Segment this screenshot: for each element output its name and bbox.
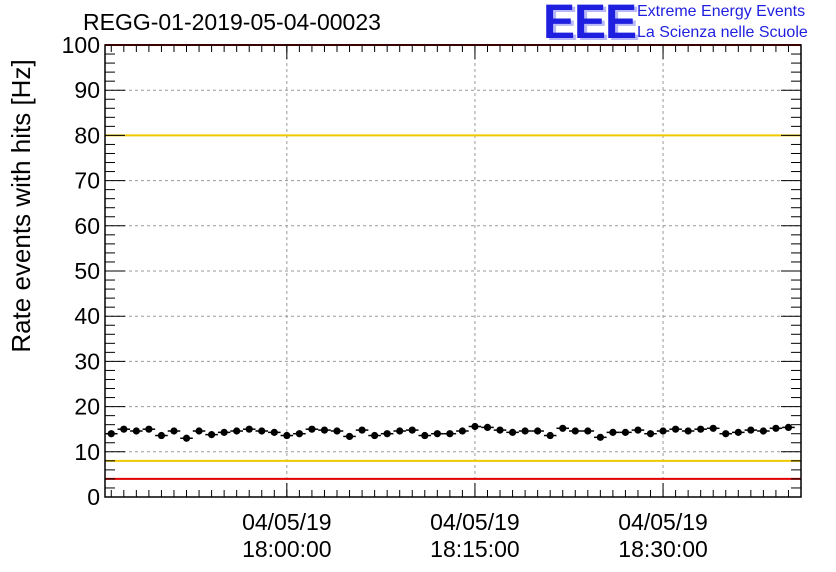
data-point <box>697 425 705 433</box>
data-point <box>722 430 730 438</box>
data-point <box>471 422 479 431</box>
data-point <box>320 426 329 434</box>
y-tick-label: 10 <box>74 439 100 465</box>
y-axis-title: Rate events with hits [Hz] <box>6 59 36 352</box>
data-point <box>784 423 793 431</box>
data-point <box>396 427 404 435</box>
y-tick-label: 60 <box>74 213 100 239</box>
data-point <box>496 426 504 434</box>
x-tick-time-label: 18:15:00 <box>430 536 520 562</box>
data-point <box>709 424 717 432</box>
data-point <box>559 424 567 432</box>
data-point <box>195 427 203 435</box>
axis-labels: 010203040506070809010004/05/1918:00:0004… <box>62 32 708 562</box>
eee-logo: EEE Extreme Energy Events La Scienza nel… <box>541 0 833 49</box>
data-point <box>759 427 767 435</box>
reference-lines <box>105 44 801 480</box>
y-tick-label: 50 <box>74 258 100 284</box>
y-tick-label: 30 <box>74 348 100 374</box>
data-point <box>571 427 579 435</box>
y-tick-label: 70 <box>74 168 100 194</box>
data-point <box>233 427 241 435</box>
y-tick-label: 20 <box>74 394 100 420</box>
y-tick-label: 100 <box>62 32 100 58</box>
x-tick-time-label: 18:00:00 <box>242 536 332 562</box>
data-point <box>659 427 667 435</box>
data-point <box>345 432 354 441</box>
data-point <box>584 427 592 435</box>
data-point <box>383 430 391 438</box>
data-point <box>508 428 517 436</box>
data-point <box>772 424 780 432</box>
data-point <box>521 427 529 435</box>
data-point <box>646 430 655 438</box>
data-point <box>684 427 692 435</box>
data-points <box>105 422 795 442</box>
data-point <box>483 423 492 431</box>
x-tick-date-label: 04/05/19 <box>618 509 708 535</box>
data-point <box>546 431 554 440</box>
y-tick-label: 0 <box>87 484 100 510</box>
data-point <box>433 430 441 438</box>
y-tick-label: 80 <box>74 122 100 148</box>
data-point <box>634 426 642 434</box>
x-tick-date-label: 04/05/19 <box>242 509 332 535</box>
y-tick-label: 90 <box>74 77 100 103</box>
x-tick-date-label: 04/05/19 <box>430 509 520 535</box>
data-point <box>534 427 542 435</box>
data-point <box>308 425 316 433</box>
data-point <box>270 428 278 436</box>
data-point <box>170 427 178 435</box>
logo-letters: EEE <box>543 0 637 49</box>
logo-tagline-2: La Scienza nelle Scuole <box>637 24 808 41</box>
data-point <box>245 425 253 433</box>
data-point <box>157 431 166 440</box>
data-point <box>207 431 216 439</box>
data-point <box>408 426 416 434</box>
data-point <box>621 428 630 436</box>
logo-tagline-1: Extreme Energy Events <box>637 3 806 20</box>
data-point <box>596 433 604 441</box>
data-point <box>333 427 341 435</box>
data-point <box>358 426 366 434</box>
data-point <box>446 430 454 438</box>
axis-ticks <box>105 44 802 498</box>
data-point <box>609 428 617 436</box>
data-point <box>734 428 742 436</box>
y-tick-label: 40 <box>74 303 100 329</box>
data-point <box>258 427 266 435</box>
x-tick-time-label: 18:30:00 <box>618 536 708 562</box>
data-point <box>120 425 128 433</box>
data-point <box>107 430 115 438</box>
data-point <box>283 431 291 440</box>
data-point <box>132 427 140 435</box>
data-point <box>747 426 755 434</box>
data-point <box>458 427 467 435</box>
data-point <box>295 430 303 438</box>
data-point <box>182 434 191 442</box>
data-point <box>145 425 153 433</box>
data-point <box>371 431 379 440</box>
data-point <box>421 431 429 440</box>
data-point <box>220 428 228 436</box>
data-point <box>671 425 680 433</box>
chart-title: REGG-01-2019-05-04-00023 <box>83 9 381 35</box>
